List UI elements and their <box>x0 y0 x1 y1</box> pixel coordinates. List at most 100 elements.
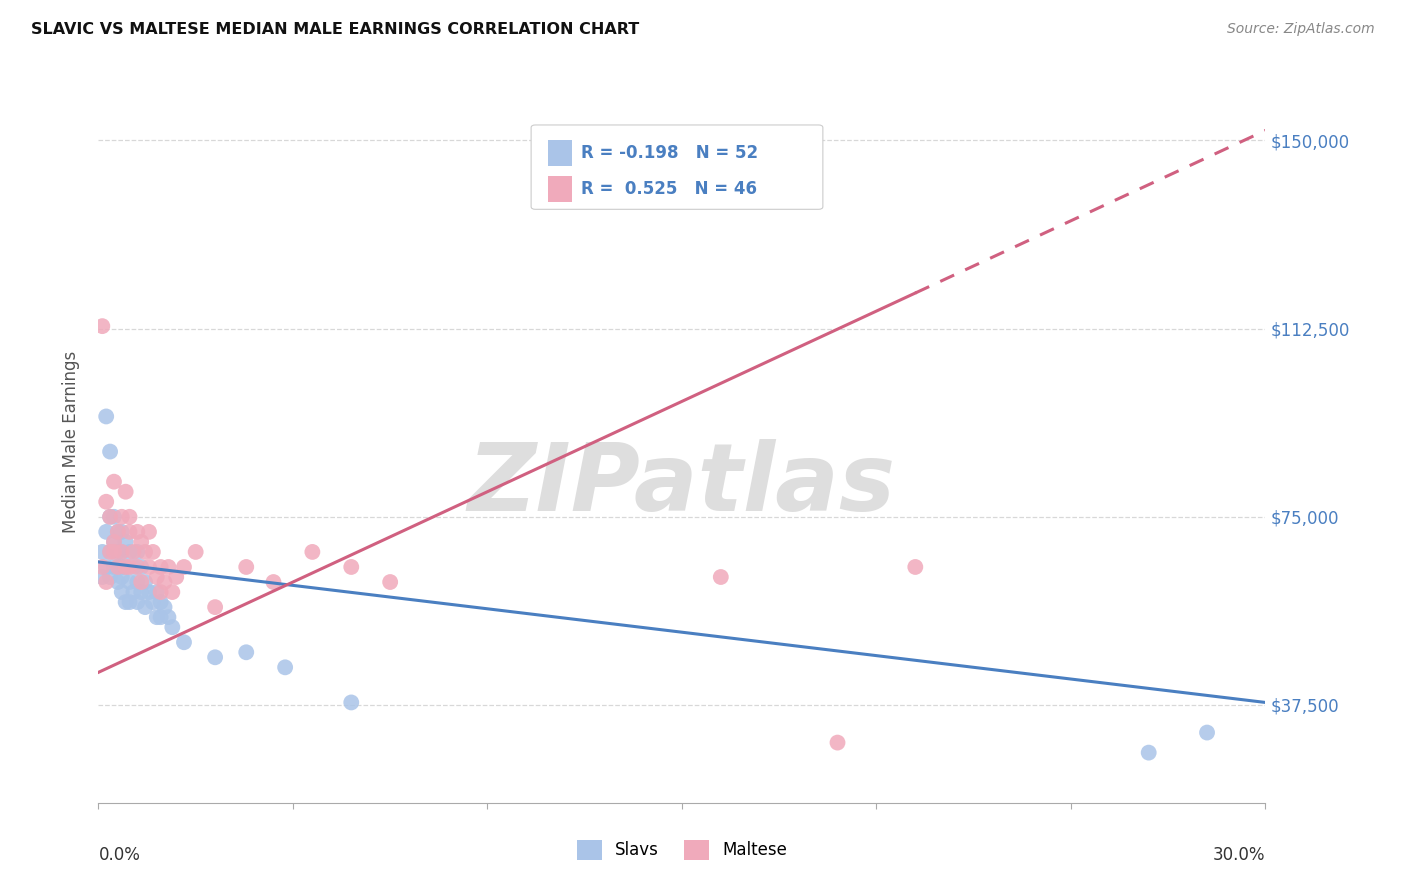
Point <box>340 560 363 574</box>
Point <box>380 574 402 589</box>
Point <box>107 545 129 559</box>
Point <box>1195 725 1218 739</box>
Point <box>114 484 136 499</box>
Text: ZIPatlas: ZIPatlas <box>468 439 896 531</box>
Point <box>904 560 927 574</box>
Point <box>91 560 114 574</box>
Point <box>127 595 149 609</box>
Point <box>184 545 207 559</box>
Point <box>98 545 121 559</box>
Point <box>111 585 134 599</box>
Point <box>138 560 160 574</box>
Point <box>118 574 141 589</box>
Point <box>107 574 129 589</box>
Point <box>122 560 145 574</box>
Point <box>107 560 129 574</box>
Point <box>91 570 114 584</box>
Point <box>274 660 297 674</box>
Point <box>127 560 149 574</box>
Point <box>204 650 226 665</box>
Point <box>96 560 118 574</box>
Text: Source: ZipAtlas.com: Source: ZipAtlas.com <box>1227 22 1375 37</box>
Point <box>129 534 152 549</box>
Point <box>710 570 733 584</box>
Point <box>129 585 152 599</box>
Point <box>146 610 169 624</box>
Point <box>111 509 134 524</box>
Point <box>118 560 141 574</box>
Point <box>111 524 134 539</box>
Point <box>173 560 195 574</box>
Point <box>149 560 172 574</box>
Point <box>114 560 136 574</box>
Point <box>235 560 257 574</box>
Point <box>129 560 152 574</box>
Point <box>103 545 125 559</box>
Point <box>98 570 121 584</box>
Point <box>127 545 149 559</box>
Point <box>134 600 156 615</box>
Point <box>149 595 172 609</box>
Point <box>114 534 136 549</box>
Point <box>153 600 176 615</box>
Point <box>204 600 226 615</box>
Text: R =  0.525   N = 46: R = 0.525 N = 46 <box>581 180 756 198</box>
Text: 0.0%: 0.0% <box>98 847 141 864</box>
Point <box>107 560 129 574</box>
Point <box>111 570 134 584</box>
Point <box>91 319 114 334</box>
Point <box>98 509 121 524</box>
Point <box>142 595 165 609</box>
Point <box>103 475 125 489</box>
Point <box>91 545 114 559</box>
Point <box>107 524 129 539</box>
Point <box>157 560 180 574</box>
Text: R = -0.198   N = 52: R = -0.198 N = 52 <box>581 145 758 162</box>
Point <box>157 610 180 624</box>
Point <box>301 545 323 559</box>
Point <box>138 524 160 539</box>
Point <box>162 620 184 634</box>
Y-axis label: Median Male Earnings: Median Male Earnings <box>62 351 80 533</box>
Text: SLAVIC VS MALTESE MEDIAN MALE EARNINGS CORRELATION CHART: SLAVIC VS MALTESE MEDIAN MALE EARNINGS C… <box>31 22 640 37</box>
Point <box>96 494 118 508</box>
Point <box>111 560 134 574</box>
Point <box>146 585 169 599</box>
Point <box>340 696 363 710</box>
Point <box>146 570 169 584</box>
Point <box>127 574 149 589</box>
Point <box>127 524 149 539</box>
Point <box>118 545 141 559</box>
Point <box>554 144 576 158</box>
Text: 30.0%: 30.0% <box>1213 847 1265 864</box>
Point <box>111 545 134 559</box>
Point <box>122 545 145 559</box>
Point <box>107 524 129 539</box>
Point <box>98 444 121 458</box>
Point <box>173 635 195 649</box>
Point <box>235 645 257 659</box>
Point <box>162 585 184 599</box>
Point <box>103 534 125 549</box>
Point <box>122 585 145 599</box>
Legend: Slavs, Maltese: Slavs, Maltese <box>569 833 794 867</box>
Point <box>111 545 134 559</box>
Point <box>103 534 125 549</box>
Point <box>98 545 121 559</box>
Point <box>134 545 156 559</box>
Point <box>114 560 136 574</box>
Point <box>96 524 118 539</box>
Point <box>96 409 118 424</box>
Point <box>103 560 125 574</box>
Point <box>149 585 172 599</box>
Point <box>114 595 136 609</box>
Point <box>96 574 118 589</box>
Point <box>827 735 849 749</box>
Point <box>1137 746 1160 760</box>
Point <box>98 509 121 524</box>
Point <box>165 570 187 584</box>
Point <box>138 585 160 599</box>
Point <box>129 574 152 589</box>
Point <box>134 574 156 589</box>
Point <box>262 574 284 589</box>
